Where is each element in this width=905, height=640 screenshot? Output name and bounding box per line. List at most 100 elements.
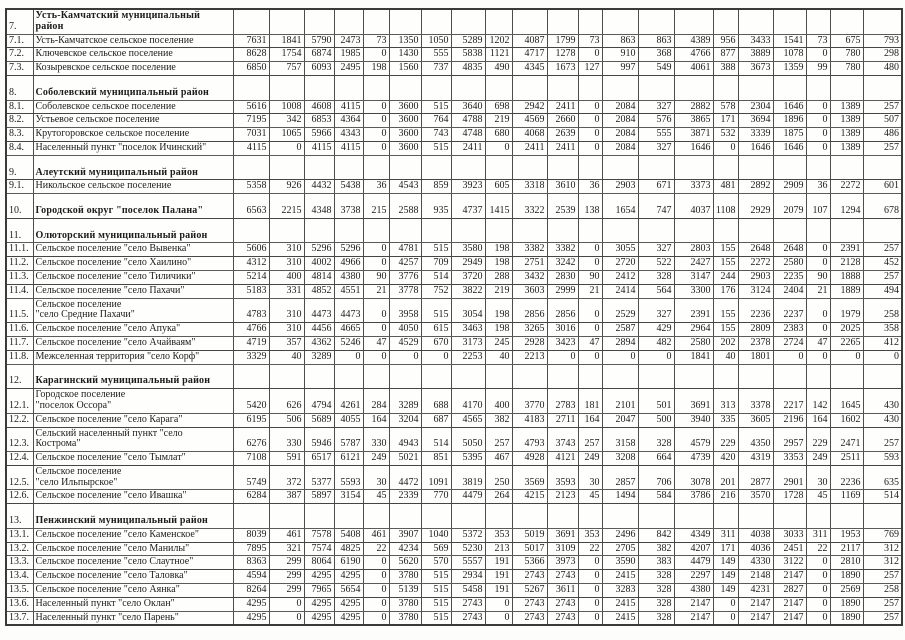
row-name: Сельское поселение "село Тымлат"	[32, 451, 234, 466]
value-cell: 4115	[232, 140, 270, 156]
value-cell: 0	[362, 569, 390, 585]
value-cell	[546, 363, 579, 390]
row-number: 13.3.	[5, 555, 34, 571]
value-cell: 842	[637, 527, 675, 543]
value-cell	[268, 8, 305, 35]
value-cell: 2892	[737, 179, 774, 195]
table-row: 13.3. Сельское поселение "село Слаутное"…	[5, 555, 903, 571]
value-cell: 1646	[772, 99, 807, 115]
value-cell: 6563	[232, 193, 270, 219]
value-cell: 0	[805, 610, 831, 626]
value-cell: 8628	[232, 47, 270, 63]
value-cell: 0	[546, 349, 579, 365]
table-row: 11.1. Сельское поселение "село Вывенка" …	[5, 242, 903, 258]
value-cell: 1202	[484, 33, 513, 49]
value-cell	[333, 503, 364, 529]
value-cell: 7574	[303, 541, 335, 557]
value-cell: 3283	[601, 583, 639, 598]
value-cell: 6517	[303, 451, 335, 466]
value-cell: 7108	[232, 451, 270, 466]
value-cell: 555	[637, 127, 675, 142]
value-cell	[268, 503, 305, 529]
value-cell: 3242	[546, 256, 579, 271]
value-cell: 2404	[772, 283, 807, 299]
value-cell: 73	[805, 33, 831, 49]
value-cell	[232, 154, 270, 181]
value-cell: 956	[712, 33, 739, 49]
value-cell: 383	[637, 555, 675, 571]
value-cell: 4737	[450, 193, 486, 219]
value-cell: 30	[577, 464, 603, 491]
row-name: Городское поселение "поселок Оссора"	[32, 388, 234, 414]
value-cell: 576	[637, 113, 675, 129]
value-cell: 2743	[450, 596, 486, 612]
value-cell: 7631	[232, 33, 270, 49]
value-cell: 780	[829, 61, 864, 76]
value-cell: 2451	[772, 541, 807, 557]
value-cell: 4350	[737, 426, 774, 453]
value-cell: 3570	[737, 489, 774, 505]
value-cell: 327	[637, 297, 675, 324]
value-cell: 3940	[673, 412, 714, 428]
row-number: 13.6.	[5, 596, 34, 612]
value-cell: 2237	[772, 297, 807, 324]
value-cell: 1350	[388, 33, 422, 49]
value-cell: 335	[712, 412, 739, 428]
value-cell	[484, 154, 513, 181]
value-cell: 2856	[546, 297, 579, 324]
value-cell	[601, 154, 639, 181]
value-cell: 353	[577, 527, 603, 543]
value-cell: 216	[712, 489, 739, 505]
value-cell	[511, 154, 548, 181]
value-cell	[303, 503, 335, 529]
value-cell: 45	[362, 489, 390, 505]
value-cell	[333, 8, 364, 35]
value-cell: 4966	[333, 256, 364, 271]
value-cell: 522	[637, 256, 675, 271]
value-cell: 2743	[546, 596, 579, 612]
row-name: Соболевский муниципальный район	[32, 74, 234, 101]
row-name: Сельское поселение "село Ивашка"	[32, 489, 234, 505]
value-cell: 6195	[232, 412, 270, 428]
value-cell: 4115	[333, 140, 364, 156]
value-cell: 4038	[737, 527, 774, 543]
value-cell: 2427	[673, 256, 714, 271]
row-number: 8.3.	[5, 127, 34, 142]
value-cell	[511, 74, 548, 101]
value-cell: 2901	[772, 464, 807, 491]
value-cell: 3329	[232, 349, 270, 365]
value-cell: 2751	[511, 256, 548, 271]
value-cell: 3776	[388, 269, 422, 285]
value-cell	[673, 154, 714, 181]
table-row: 12.3. Сельский населенный пункт "село Ко…	[5, 426, 903, 453]
value-cell: 372	[268, 464, 305, 491]
value-cell: 4362	[303, 335, 335, 351]
value-cell: 5296	[333, 242, 364, 258]
value-cell	[232, 74, 270, 101]
value-cell: 4456	[303, 322, 335, 337]
value-cell	[673, 74, 714, 101]
value-cell: 22	[805, 541, 831, 557]
value-cell: 181	[577, 388, 603, 414]
value-cell: 21	[577, 283, 603, 299]
value-cell: 1008	[268, 99, 305, 115]
value-cell: 0	[362, 99, 390, 115]
value-cell: 2856	[511, 297, 548, 324]
row-name: Сельское поселение "село Аянка"	[32, 583, 234, 598]
value-cell: 1646	[673, 140, 714, 156]
value-cell: 3078	[673, 464, 714, 491]
value-cell: 8064	[303, 555, 335, 571]
value-cell: 4579	[673, 426, 714, 453]
value-cell: 514	[420, 269, 452, 285]
value-cell: 461	[268, 527, 305, 543]
value-cell: 1985	[333, 47, 364, 63]
value-cell: 2783	[546, 388, 579, 414]
value-cell: 1728	[772, 489, 807, 505]
value-cell: 5296	[303, 242, 335, 258]
value-cell: 420	[712, 451, 739, 466]
value-cell: 8363	[232, 555, 270, 571]
value-cell: 2949	[450, 256, 486, 271]
value-cell: 671	[637, 179, 675, 195]
value-cell: 30	[805, 464, 831, 491]
value-cell: 4312	[232, 256, 270, 271]
